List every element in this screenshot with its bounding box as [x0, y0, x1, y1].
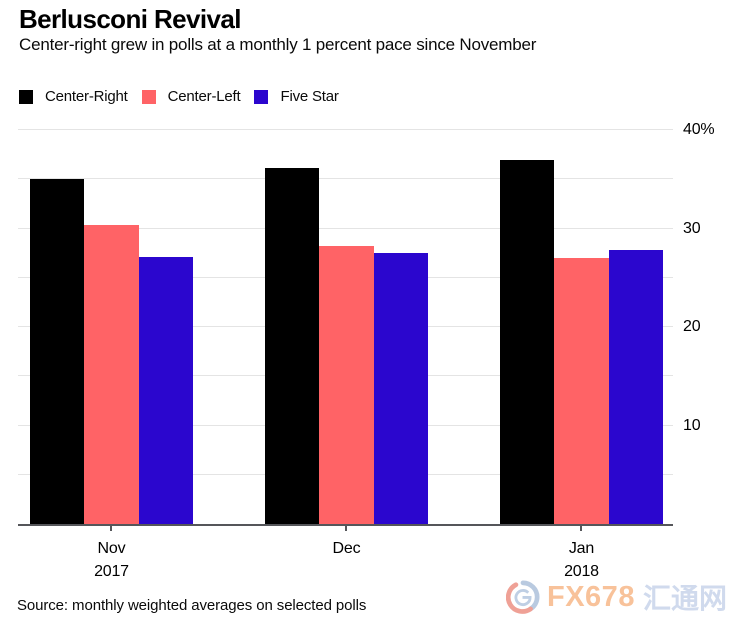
gridline-40 — [18, 129, 673, 130]
x-tick-nov — [110, 526, 113, 531]
x-axis-labels: Nov 2017 Dec Jan 2018 — [18, 537, 673, 580]
y-tick-label-40: 40% — [683, 121, 715, 138]
gridline-35 — [18, 178, 673, 180]
legend: Center-Right Center-Left Five Star — [19, 88, 353, 105]
x-label-dec: Dec — [276, 537, 416, 560]
y-tick-label-10: 10 — [683, 416, 701, 434]
watermark-brand: FX678 — [547, 580, 635, 613]
bar-dec-five-star — [373, 253, 428, 524]
source-note: Source: monthly weighted averages on sel… — [17, 597, 367, 614]
x-label-month-nov: Nov — [97, 540, 126, 557]
y-tick-label-20: 20 — [683, 318, 701, 335]
chart-title: Berlusconi Revival — [19, 4, 241, 34]
bar-dec-center-right — [265, 168, 320, 524]
bar-dec-center-left — [319, 246, 374, 524]
x-label-year-jan: 2018 — [564, 563, 599, 580]
legend-item-center-left: Center-Left — [141, 88, 241, 105]
bar-jan-center-left — [554, 258, 609, 524]
x-label-jan: Jan 2018 — [511, 537, 651, 583]
x-axis-ticks — [18, 526, 673, 532]
x-label-month-dec: Dec — [332, 540, 361, 557]
bar-nov-five-star — [138, 257, 193, 524]
chart-subtitle: Center-right grew in polls at a monthly … — [19, 35, 537, 54]
legend-swatch-center-left — [141, 89, 156, 104]
bar-jan-five-star — [608, 250, 663, 524]
gridline-30 — [18, 227, 673, 229]
legend-item-five-star: Five Star — [254, 88, 339, 105]
legend-label-five-star: Five Star — [280, 88, 339, 105]
plot-area — [18, 129, 673, 524]
fx678-logo-icon — [506, 580, 540, 614]
legend-swatch-center-right — [19, 89, 33, 104]
x-axis-line — [18, 524, 673, 526]
x-label-year-nov: 2017 — [94, 563, 129, 580]
bar-nov-center-left — [84, 224, 139, 524]
x-label-nov: Nov 2017 — [41, 537, 181, 583]
y-axis-labels: 10 20 30 40% — [683, 121, 729, 524]
x-tick-dec — [345, 526, 348, 531]
bar-jan-center-right — [500, 159, 555, 524]
x-tick-jan — [580, 526, 583, 531]
watermark-site: 汇通网 — [642, 583, 727, 614]
bar-nov-center-right — [30, 179, 85, 524]
y-tick-label-30: 30 — [683, 219, 701, 237]
x-label-month-jan: Jan — [568, 540, 595, 557]
legend-swatch-five-star — [254, 89, 269, 104]
legend-label-center-left: Center-Left — [167, 88, 241, 105]
legend-item-center-right: Center-Right — [19, 88, 128, 105]
legend-label-center-right: Center-Right — [45, 88, 128, 105]
watermark: FX678 汇通网 — [506, 577, 727, 617]
